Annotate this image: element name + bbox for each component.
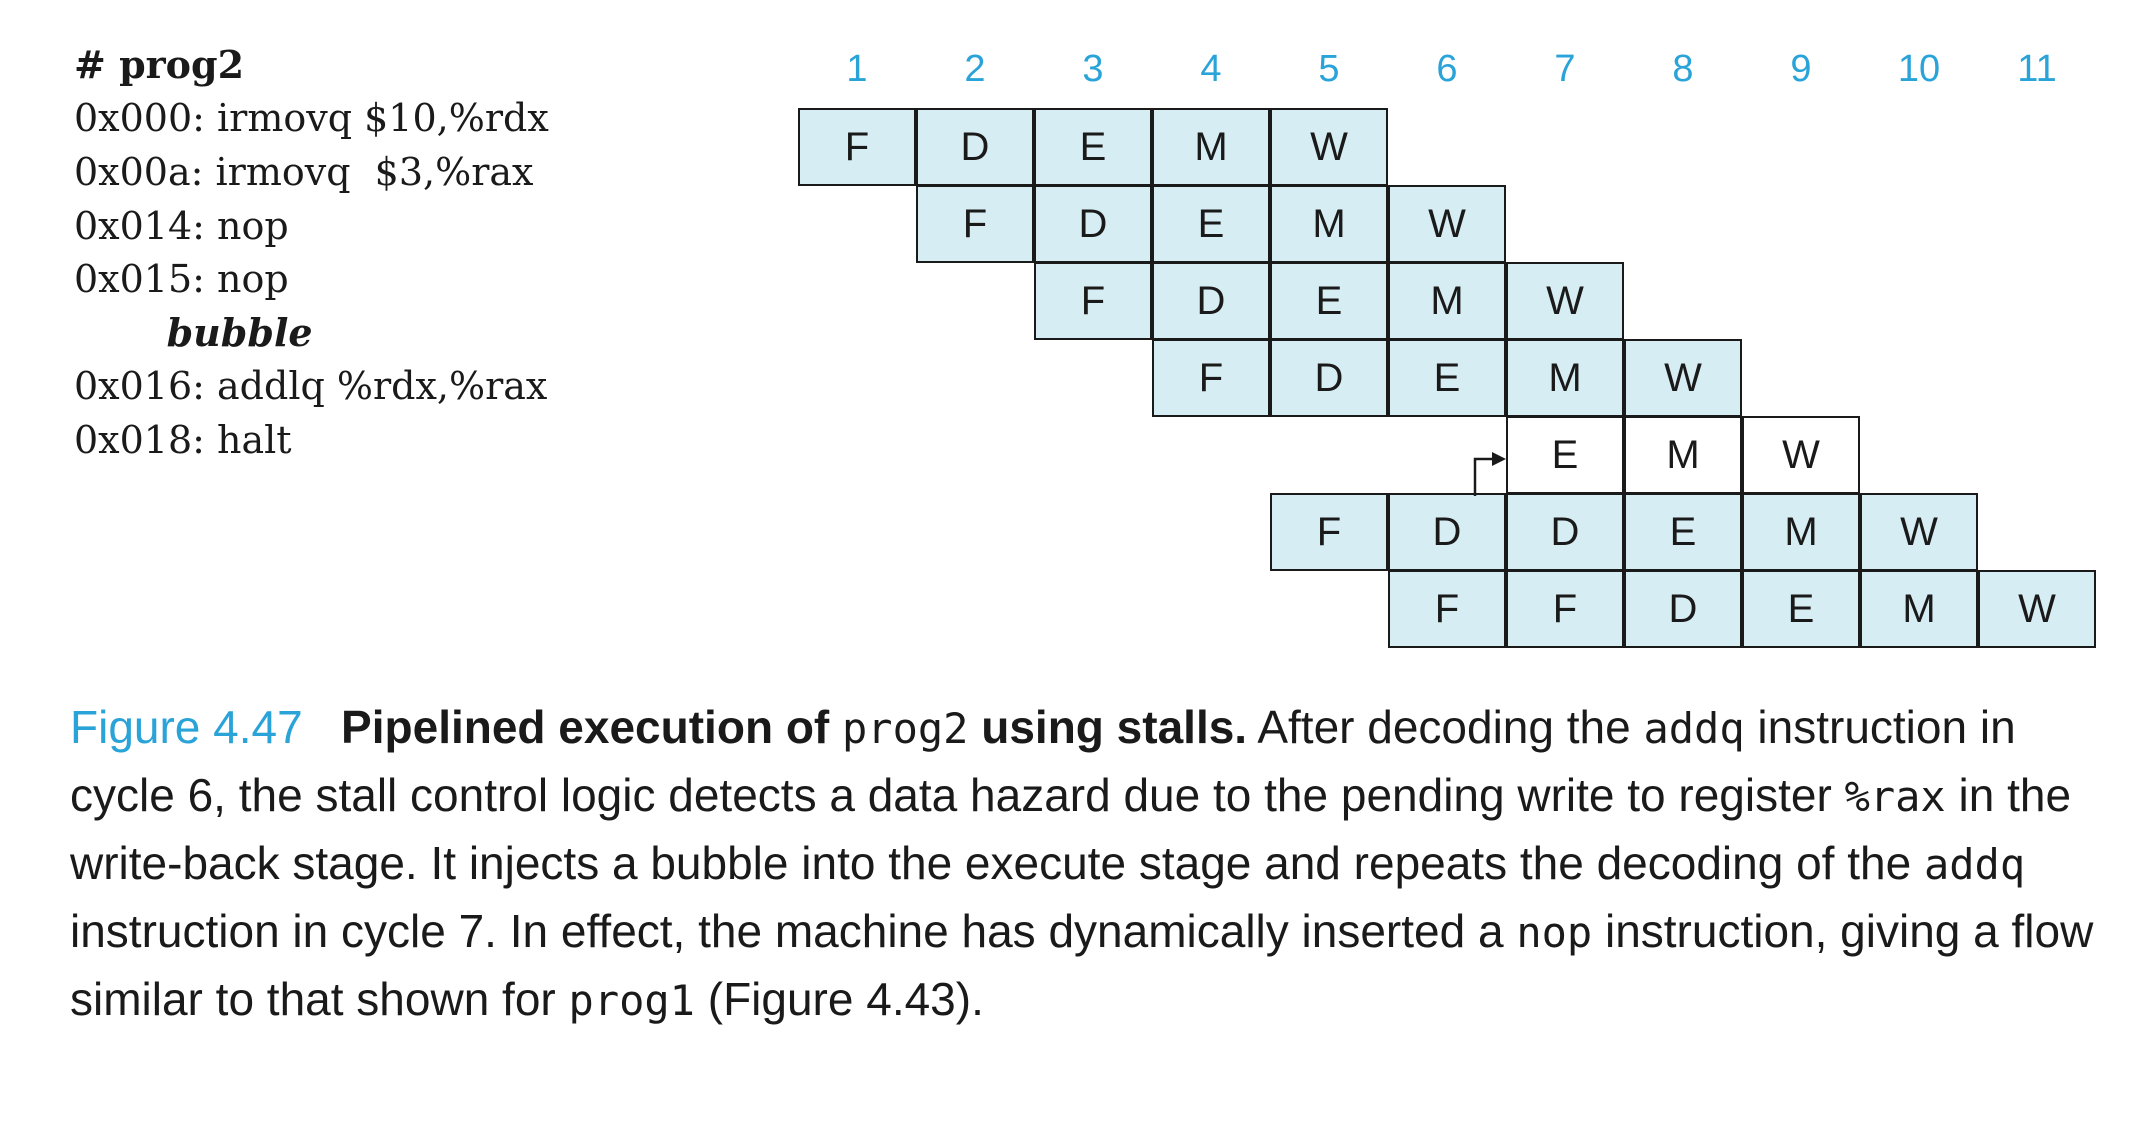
caption-text: instruction, giving a flow similar to th… — [70, 905, 2094, 1025]
code-line: 0x015: nop — [74, 257, 289, 301]
caption-title-text: Pipelined execution of — [341, 701, 843, 753]
caption-title-text: using stalls. — [968, 701, 1248, 753]
pipeline-stage-w: W — [1860, 493, 1978, 571]
pipeline-stage-w: W — [1978, 570, 2096, 648]
pipeline-stage-w: W — [1742, 416, 1860, 494]
pipeline-stage-f: F — [1034, 262, 1152, 340]
caption-text: instruction in cycle 6, the stall contro… — [70, 701, 2016, 821]
pipeline-stage-d: D — [1152, 262, 1270, 340]
caption-text: (Figure 4.43). — [694, 973, 984, 1025]
code-line: 0x018: halt — [74, 418, 292, 462]
figure-caption: Figure 4.47 Pipelined execution of prog2… — [70, 694, 2100, 1034]
pipeline-stage-m: M — [1506, 339, 1624, 417]
code-line: 0x016: addlq %rdx,%rax — [74, 364, 548, 408]
pipeline-stage-w: W — [1506, 262, 1624, 340]
pipeline-stage-f: F — [916, 185, 1034, 263]
pipeline-stage-e: E — [1506, 416, 1624, 494]
caption-code: prog1 — [568, 976, 695, 1025]
cycle-number: 3 — [1082, 48, 1104, 90]
code-line-bubble: bubble — [74, 310, 313, 355]
pipeline-stage-d: D — [1624, 570, 1742, 648]
pipeline-stage-f: F — [798, 108, 916, 186]
cycle-number: 7 — [1554, 48, 1576, 90]
pipeline-stage-e: E — [1624, 493, 1742, 571]
caption-text: instruction in cycle 7. In effect, the m… — [70, 905, 1517, 957]
caption-code: nop — [1516, 908, 1593, 957]
pipeline-stage-m: M — [1624, 416, 1742, 494]
cycle-number: 8 — [1672, 48, 1694, 90]
pipeline-stage-e: E — [1388, 339, 1506, 417]
pipeline-stage-e: E — [1742, 570, 1860, 648]
pipeline-stage-m: M — [1152, 108, 1270, 186]
cycle-number: 2 — [964, 48, 986, 90]
caption-title: Pipelined execution of prog2 using stall… — [341, 701, 1247, 753]
caption-text: in the write-back stage. It injects a bu… — [70, 769, 2072, 889]
caption-code: %rax — [1844, 772, 1946, 821]
pipeline-stage-d: D — [1506, 493, 1624, 571]
code-line: 0x014: nop — [74, 204, 289, 248]
pipeline-stage-f: F — [1152, 339, 1270, 417]
pipeline-stage-e: E — [1270, 262, 1388, 340]
cycle-number: 6 — [1436, 48, 1458, 90]
code-line: 0x00a: irmovq $3,%rax — [74, 150, 534, 194]
cycle-number: 5 — [1318, 48, 1340, 90]
cycle-number: 11 — [2017, 48, 2057, 90]
pipeline-stage-d: D — [1270, 339, 1388, 417]
pipeline-stage-m: M — [1860, 570, 1978, 648]
pipeline-stage-w: W — [1388, 185, 1506, 263]
cycle-number: 4 — [1200, 48, 1222, 90]
pipeline-stage-d: D — [916, 108, 1034, 186]
pipeline-stage-f: F — [1388, 570, 1506, 648]
code-line: 0x000: irmovq $10,%rdx — [74, 96, 549, 140]
cycle-number: 1 — [846, 48, 868, 90]
cycle-number: 9 — [1790, 48, 1812, 90]
caption-label: Figure 4.47 — [70, 701, 303, 753]
pipeline-stage-e: E — [1152, 185, 1270, 263]
caption-text: After decoding the — [1247, 701, 1644, 753]
code-title: # prog2 — [74, 42, 245, 87]
caption-title-code: prog2 — [842, 704, 969, 753]
pipeline-stage-f: F — [1506, 570, 1624, 648]
pipeline-stage-f: F — [1270, 493, 1388, 571]
cycle-number: 10 — [1897, 48, 1941, 90]
pipeline-stage-d: D — [1034, 185, 1152, 263]
pipeline-stage-d: D — [1388, 493, 1506, 571]
caption-code: addq — [1923, 840, 2026, 889]
caption-code: addq — [1643, 704, 1745, 753]
